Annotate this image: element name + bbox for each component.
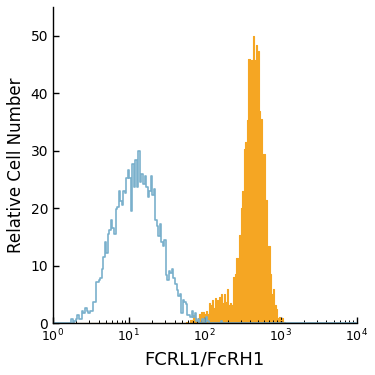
Y-axis label: Relative Cell Number: Relative Cell Number — [7, 77, 25, 253]
X-axis label: FCRL1/FcRH1: FCRL1/FcRH1 — [145, 350, 265, 368]
